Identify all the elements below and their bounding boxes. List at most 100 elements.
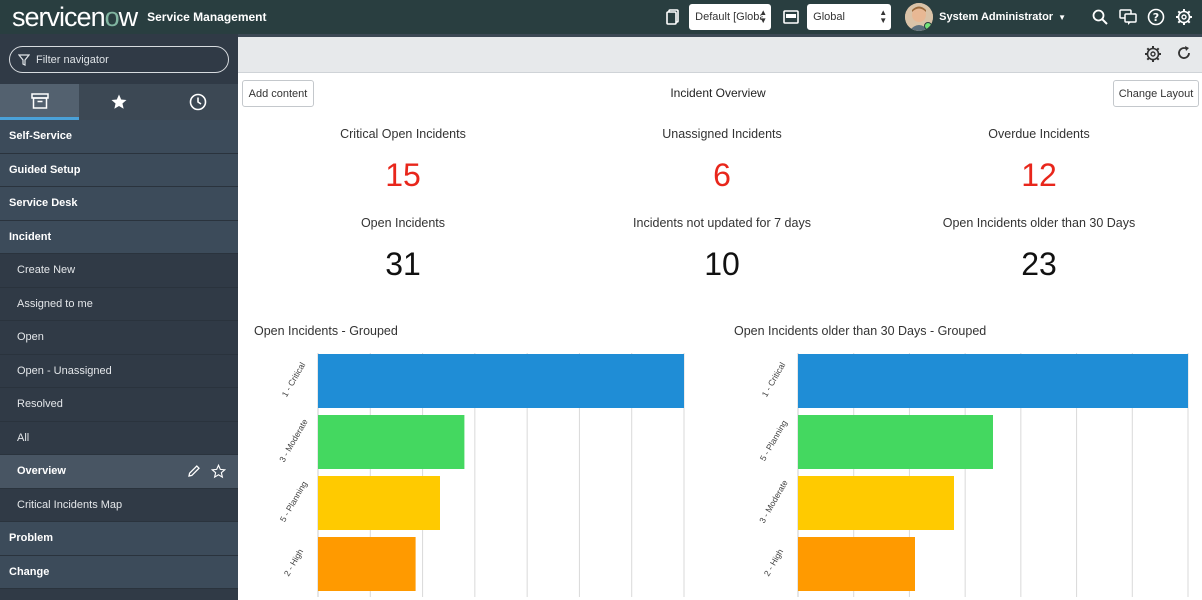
sidebar-item-create-new[interactable]: Create New: [0, 254, 238, 288]
help-icon[interactable]: ?: [1146, 7, 1166, 27]
chart-bar[interactable]: [318, 476, 440, 530]
stat-value[interactable]: 10: [704, 246, 740, 282]
category-tick-label: 1 - Critical: [760, 360, 788, 398]
sidebar-item-label: Resolved: [17, 398, 63, 411]
sidebar-item-label: Incident: [9, 230, 52, 243]
sidebar-item-open[interactable]: Open: [0, 321, 238, 355]
page-title: Incident Overview: [670, 86, 766, 100]
sidebar-item-change[interactable]: Change: [0, 555, 238, 589]
top-header: servicenow Service Management Default [G…: [0, 0, 1202, 34]
app-title: Service Management: [147, 10, 267, 24]
application-navigator: Filter navigator Self-Service Guided Set…: [0, 34, 238, 600]
chart-title: Open Incidents older than 30 Days - Grou…: [734, 324, 987, 338]
category-tick-label: 3 - Moderate: [277, 417, 310, 464]
sidebar-item-guided-setup[interactable]: Guided Setup: [0, 153, 238, 187]
sidebar-item-problem[interactable]: Problem: [0, 522, 238, 556]
stat-value[interactable]: 12: [1021, 157, 1057, 193]
chart-bar[interactable]: [798, 537, 915, 591]
sidebar-item-label: Overview: [17, 465, 66, 478]
select-caret-icon: ▲ ▼: [759, 8, 768, 25]
user-avatar[interactable]: [905, 3, 934, 31]
archive-box-icon: [30, 92, 49, 109]
sidebar-item-resolved[interactable]: Resolved: [0, 388, 238, 422]
homepage-content: Add content Incident Overview Change Lay…: [238, 73, 1202, 600]
user-menu-caret-icon[interactable]: ▼: [1058, 12, 1066, 22]
search-icon[interactable]: [1090, 7, 1110, 27]
app-picker-icon[interactable]: [781, 7, 801, 27]
homepage-settings-gear-icon[interactable]: [1144, 45, 1162, 63]
stat-value[interactable]: 31: [385, 246, 421, 282]
open-incidents-older-30-days-chart: 1 - Critical 5 - Planning 3 - Moderate 2 - …: [757, 353, 1189, 597]
filter-navigator-input[interactable]: Filter navigator: [9, 46, 229, 73]
favorite-star-outline-icon[interactable]: [211, 464, 226, 479]
category-tick-label: 2 - High: [762, 547, 786, 578]
navigator-tabs: [0, 84, 238, 120]
chart-bar[interactable]: [798, 476, 954, 530]
select-caret-icon: ▲ ▼: [879, 8, 888, 25]
sidebar-item-label: Problem: [9, 532, 54, 545]
sidebar-item-label: Change: [9, 565, 50, 578]
chart-bar[interactable]: [798, 415, 993, 469]
stat-label: Open Incidents: [360, 216, 446, 230]
svg-text:?: ?: [1153, 11, 1159, 24]
category-tick-label: 5 - Planning: [758, 418, 789, 463]
sidebar-item-label: All: [17, 431, 30, 444]
chart-bar[interactable]: [318, 415, 465, 469]
sidebar-item-label: Critical Incidents Map: [17, 498, 123, 511]
settings-gear-icon[interactable]: [1174, 7, 1194, 27]
app-scope-select[interactable]: Global ▲ ▼: [807, 4, 892, 30]
stat-label: Critical Open Incidents: [340, 127, 466, 141]
category-tick-label: 2 - High: [282, 547, 306, 578]
user-name[interactable]: System Administrator: [939, 11, 1054, 23]
logo-text: servicenow: [12, 2, 138, 32]
star-icon: [111, 94, 127, 109]
app-scope-value: Global: [813, 11, 845, 23]
change-layout-button[interactable]: Change Layout: [1113, 80, 1199, 107]
sidebar-item-incident[interactable]: Incident: [0, 220, 238, 254]
sidebar-item-label: Open - Unassigned: [17, 364, 112, 377]
tab-all-applications[interactable]: [0, 84, 80, 120]
update-set-select[interactable]: Default [Globa ▲ ▼: [689, 4, 772, 30]
stat-label: Unassigned Incidents: [662, 127, 782, 141]
stat-value[interactable]: 23: [1021, 246, 1057, 282]
sidebar-item-self-service[interactable]: Self-Service: [0, 120, 238, 154]
stat-label: Open Incidents older than 30 Days: [942, 216, 1136, 230]
category-tick-label: 5 - Planning: [278, 479, 309, 524]
sidebar-item-label: Self-Service: [9, 130, 72, 143]
sidebar-item-label: Guided Setup: [9, 163, 81, 176]
tab-history[interactable]: [159, 84, 238, 120]
open-incidents-grouped-chart: 1 - Critical 3 - Moderate 5 - Planning 2 - …: [277, 353, 685, 597]
tab-favorites[interactable]: [79, 84, 158, 120]
category-tick-label: 3 - Moderate: [757, 478, 790, 525]
connect-chat-icon[interactable]: [1118, 7, 1138, 27]
stat-value[interactable]: 15: [385, 157, 421, 193]
add-content-button[interactable]: Add content: [242, 80, 314, 107]
sidebar-item-critical-incidents-map[interactable]: Critical Incidents Map: [0, 488, 238, 522]
category-tick-label: 1 - Critical: [280, 360, 308, 398]
update-set-icon[interactable]: [663, 7, 683, 27]
servicenow-logo[interactable]: servicenow: [12, 0, 138, 34]
sidebar-item-service-desk[interactable]: Service Desk: [0, 187, 238, 221]
chart-bar[interactable]: [318, 354, 684, 408]
update-set-value: Default [Globa: [695, 11, 764, 23]
sidebar-item-label: Open: [17, 331, 44, 344]
sidebar-item-label: Assigned to me: [17, 297, 93, 310]
stat-label: Incidents not updated for 7 days: [633, 216, 811, 230]
stat-value[interactable]: 6: [713, 157, 731, 193]
content-toolbar: [238, 34, 1202, 73]
sidebar-item-label: Create New: [17, 264, 76, 277]
chart-bar[interactable]: [798, 354, 1188, 408]
stat-label: Overdue Incidents: [988, 127, 1090, 141]
clock-icon: [190, 93, 207, 111]
edit-pencil-icon[interactable]: [187, 464, 201, 478]
sidebar-item-all[interactable]: All: [0, 421, 238, 455]
filter-placeholder: Filter navigator: [36, 53, 109, 66]
sidebar-item-assigned-to-me[interactable]: Assigned to me: [0, 287, 238, 321]
sidebar-item-overview[interactable]: Overview: [0, 455, 238, 489]
sidebar-item-label: Service Desk: [9, 197, 78, 210]
sidebar-item-open-unassigned[interactable]: Open - Unassigned: [0, 354, 238, 388]
chart-bar[interactable]: [318, 537, 416, 591]
filter-funnel-icon: [18, 53, 30, 66]
refresh-icon[interactable]: [1176, 45, 1192, 61]
chart-title: Open Incidents - Grouped: [254, 324, 398, 338]
